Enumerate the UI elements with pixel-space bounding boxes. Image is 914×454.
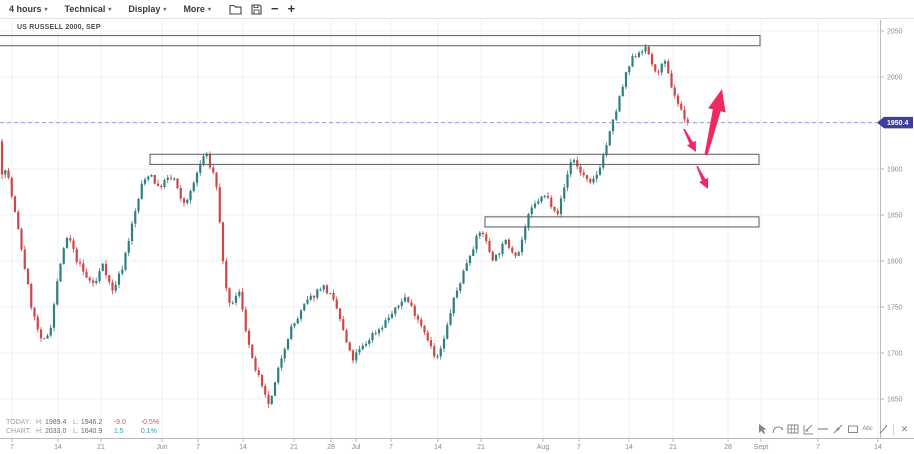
low-label: L: <box>73 428 79 435</box>
chart-legend: TODAY: H: 1989.4 L: 1946.2 -9.0 -0.5% CH… <box>6 418 163 436</box>
chart-change-pct: 0.1% <box>140 428 157 435</box>
chevron-down-icon: ▾ <box>44 6 48 13</box>
zone-upper-resistance[interactable] <box>0 35 761 47</box>
text-tool-icon[interactable]: Abc <box>862 426 873 432</box>
chevron-down-icon: ▾ <box>108 6 112 13</box>
zoom-out-button[interactable]: − <box>270 1 279 16</box>
display-dropdown[interactable]: Display ▾ <box>128 4 166 14</box>
x-tick-label: 14 <box>625 444 633 451</box>
drawing-toolbar: Abc ✕ <box>756 422 914 436</box>
high-label: H: <box>36 419 43 426</box>
y-tick-label: 1700 <box>887 351 903 358</box>
polyline-icon[interactable] <box>771 422 784 436</box>
technical-dropdown[interactable]: Technical ▾ <box>65 4 112 14</box>
big-up-arrow[interactable] <box>704 89 726 156</box>
top-toolbar: 4 hours ▾ Technical ▾ Display ▾ More ▾ −… <box>0 0 914 19</box>
chevron-down-icon: ▾ <box>163 6 167 13</box>
x-tick-label: 21 <box>477 444 485 451</box>
pointer-icon[interactable] <box>756 422 769 436</box>
chart-change-value: 1.5 <box>113 428 124 435</box>
y-tick-label: 1900 <box>887 167 903 174</box>
axes: 7 14 21 Jun 7 14 21 28 Jul 7 14 21 Aug 7 14 21 28 Sept 7 14… <box>0 20 914 451</box>
today-change-pct: -0.5% <box>140 419 160 426</box>
x-tick-label: 7 <box>389 444 393 451</box>
y-tick-label: 1800 <box>887 259 903 266</box>
chart-high-value: 2033.0 <box>45 428 67 435</box>
y-tick-label: 1750 <box>887 305 903 312</box>
y-tick-label: 2000 <box>887 75 903 82</box>
x-tick-label: 21 <box>669 444 677 451</box>
chevron-down-icon: ▾ <box>207 6 211 13</box>
display-label: Display <box>128 4 161 14</box>
small-down-arrow-2[interactable] <box>696 165 709 189</box>
small-down-arrow-1[interactable] <box>683 128 696 152</box>
more-label: More <box>183 4 205 14</box>
y-tick-label: 1650 <box>887 397 903 404</box>
x-tick-label: 21 <box>290 444 298 451</box>
more-dropdown[interactable]: More ▾ <box>183 4 211 14</box>
delete-drawing-icon[interactable]: ✕ <box>900 423 909 434</box>
zone-lower-support[interactable] <box>484 216 760 228</box>
x-tick-label: 21 <box>97 444 105 451</box>
rectangle-tool-icon[interactable] <box>846 422 859 436</box>
x-tick-label: 7 <box>577 444 581 451</box>
chart-label: CHART: <box>6 428 32 435</box>
candlestick-series <box>0 44 689 408</box>
x-tick-label: 14 <box>54 444 62 451</box>
horizontal-line-icon[interactable] <box>816 422 829 436</box>
timeframe-dropdown[interactable]: 4 hours ▾ <box>9 4 48 14</box>
toolbar-divider <box>893 423 894 435</box>
zoom-in-button[interactable]: + <box>287 1 296 16</box>
y-tick-label: 1850 <box>887 213 903 220</box>
annotation-arrows <box>683 89 726 189</box>
legend-row-today: TODAY: H: 1989.4 L: 1946.2 -9.0 -0.5% <box>6 418 163 427</box>
technical-label: Technical <box>64 4 106 14</box>
save-icon[interactable] <box>251 3 262 15</box>
open-folder-icon[interactable] <box>229 4 242 15</box>
today-label: TODAY: <box>6 419 32 426</box>
last-price-value: 1950.4 <box>887 120 909 127</box>
today-low-value: 1946.2 <box>80 419 103 426</box>
grid-tool-icon[interactable] <box>786 422 799 436</box>
x-tick-label: 28 <box>327 444 335 451</box>
trend-arrow-icon[interactable] <box>801 422 814 436</box>
toolbar-icon-group: − + <box>229 1 296 16</box>
x-tick-label: 14 <box>874 444 882 451</box>
x-tick-label: 7 <box>816 444 820 451</box>
legend-row-chart: CHART: H: 2033.0 L: 1640.9 1.5 0.1% <box>6 427 163 436</box>
zone-rectangles <box>0 35 761 228</box>
last-price-tag <box>877 116 913 129</box>
high-label: H: <box>36 428 43 435</box>
low-label: L: <box>73 419 79 426</box>
x-tick-label: Sept <box>754 444 768 451</box>
x-tick-label: Aug <box>537 444 550 451</box>
trendline-icon[interactable] <box>831 422 844 436</box>
gridlines <box>0 20 880 438</box>
x-tick-label: Jun <box>156 444 167 451</box>
today-high-value: 1989.4 <box>45 419 67 426</box>
x-tick-label: 28 <box>724 444 732 451</box>
symbol-label: US RUSSELL 2000, SEP <box>17 24 101 31</box>
pencil-icon[interactable] <box>876 422 889 436</box>
x-tick-label: Jul <box>352 444 361 451</box>
chart-low-value: 1640.9 <box>80 428 103 435</box>
zone-mid-resistance[interactable] <box>149 153 760 165</box>
last-price-line: 1950.4 <box>0 116 913 129</box>
today-change-value: -9.0 <box>113 419 126 426</box>
timeframe-label: 4 hours <box>9 4 42 14</box>
x-tick-label: 7 <box>10 444 14 451</box>
x-tick-label: 14 <box>434 444 442 451</box>
x-tick-label: 14 <box>239 444 247 451</box>
x-tick-label: 7 <box>196 444 200 451</box>
y-tick-label: 2050 <box>887 29 903 36</box>
